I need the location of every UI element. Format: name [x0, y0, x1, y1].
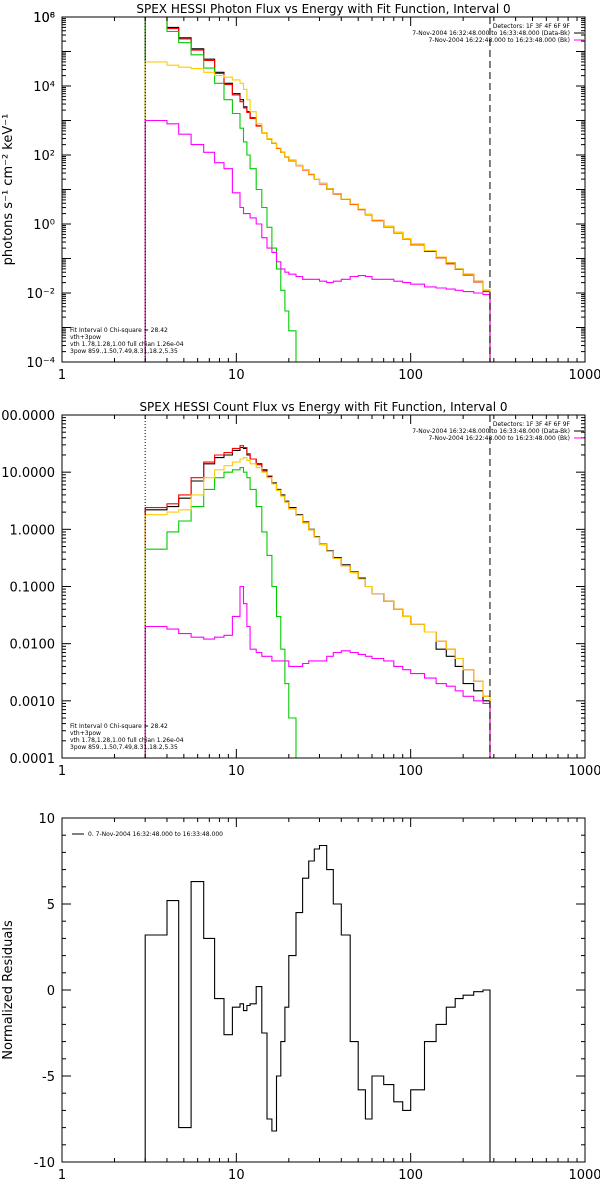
legend_top_right-text: Detectors: 1F 3F 4F 6F 9F [493, 421, 571, 428]
series-line-2 [144, 17, 490, 362]
x-tick-label: 1000 [568, 1168, 600, 1183]
legend_top_right-text: 7-Nov-2004 16:22:48.000 to 16:23:48.000 … [428, 37, 570, 44]
series-line-0 [144, 446, 491, 758]
legend_bottom_left-text: 3pow 859.,1.50,7.49,8.31,18.2,5.35 [70, 744, 178, 751]
legend_bottom_left-text: vth+3pow [70, 334, 101, 341]
y-tick-label: 10⁰ [33, 218, 55, 233]
x-tick-label: 100 [398, 764, 423, 779]
x-tick-label: 1 [58, 1168, 66, 1183]
x-tick-label: 1 [58, 368, 66, 383]
legend_bottom_left-text: vth 1.78,1.28,1.00 full chian 1.26e-04 [70, 737, 184, 744]
series-line-4 [144, 119, 491, 362]
legend_bottom_left-text: Fit Interval 0 Chi-square = 28.42 [70, 327, 168, 334]
legend_top_right-text: 7-Nov-2004 16:32:48.000 to 16:33:48.000 … [412, 428, 570, 435]
plot-frame [61, 817, 586, 1163]
legend_bottom_left-text: vth+3pow [70, 730, 101, 737]
legend_top_right-text: 7-Nov-2004 16:32:48.000 to 16:33:48.000 … [412, 30, 570, 37]
chart-2: Normalized Residuals 1 10 100 1000 -10 -5 0 5 10 0… [1, 812, 600, 1183]
y-tick-label: 10⁶ [33, 11, 55, 26]
x-tick-label: 1000 [568, 764, 600, 779]
legend_bottom_left-text: Fit Interval 0 Chi-square = 28.42 [70, 723, 168, 730]
plot-frame [61, 414, 586, 759]
y-tick-label: 0.0001 [10, 752, 56, 767]
series-line-0 [144, 844, 491, 1162]
y-axis-label: photons s⁻¹ cm⁻² keV⁻¹ [1, 114, 16, 266]
y-tick-label: 0 [47, 984, 55, 999]
plot-frame [61, 16, 586, 363]
y-tick-label: 0.0010 [10, 695, 56, 710]
legend_top_left-text: 0. 7-Nov-2004 16:32:48.000 to 16:33:48.0… [88, 831, 223, 838]
y-tick-label: 10 [38, 812, 55, 827]
series-line-1 [144, 445, 491, 758]
x-tick-label: 10 [228, 368, 245, 383]
y-tick-label: -10 [34, 1156, 55, 1171]
chart-title: SPEX HESSI Count Flux vs Energy with Fit… [139, 400, 507, 414]
x-tick-label: 100 [398, 1168, 423, 1183]
y-axis-label: Normalized Residuals [1, 920, 16, 1060]
series-line-2 [144, 467, 490, 758]
x-tick-label: 1 [58, 764, 66, 779]
y-tick-label: 10⁴ [33, 80, 55, 95]
chart-title: SPEX HESSI Photon Flux vs Energy with Fi… [136, 2, 510, 16]
legend_top_right-text: 7-Nov-2004 16:22:48.000 to 16:23:48.000 … [428, 435, 570, 442]
x-tick-label: 1000 [568, 368, 600, 383]
x-tick-label: 10 [228, 1168, 245, 1183]
chart-0: SPEX HESSI Photon Flux vs Energy with Fi… [1, 2, 600, 383]
y-tick-label: 1.0000 [10, 523, 56, 538]
y-tick-label: -5 [42, 1070, 55, 1085]
legend_bottom_left-text: vth 1.78,1.28,1.00 full chian 1.26e-04 [70, 341, 184, 348]
series-line-4 [144, 585, 491, 758]
legend_bottom_left-text: 3pow 859.,1.50,7.49,8.31,18.2,5.35 [70, 348, 178, 355]
series-line-3 [144, 457, 491, 758]
y-tick-label: 0.1000 [10, 581, 56, 596]
y-tick-label: 10⁸ [33, 11, 55, 26]
y-tick-label: 100.0000 [0, 409, 55, 424]
y-tick-label: 10² [33, 149, 55, 164]
chart-1: SPEX HESSI Count Flux vs Energy with Fit… [0, 400, 600, 779]
y-tick-label: 10.0000 [1, 466, 55, 481]
series-line-3 [144, 61, 491, 362]
y-tick-label: 10⁻⁴ [26, 356, 55, 371]
x-tick-label: 10 [228, 764, 245, 779]
y-tick-label: 5 [47, 898, 55, 913]
x-tick-label: 100 [398, 368, 423, 383]
legend_top_right-text: Detectors: 1F 3F 4F 6F 9F [493, 23, 571, 30]
y-tick-label: 10⁻² [26, 287, 55, 302]
y-tick-label: 0.0100 [10, 638, 56, 653]
